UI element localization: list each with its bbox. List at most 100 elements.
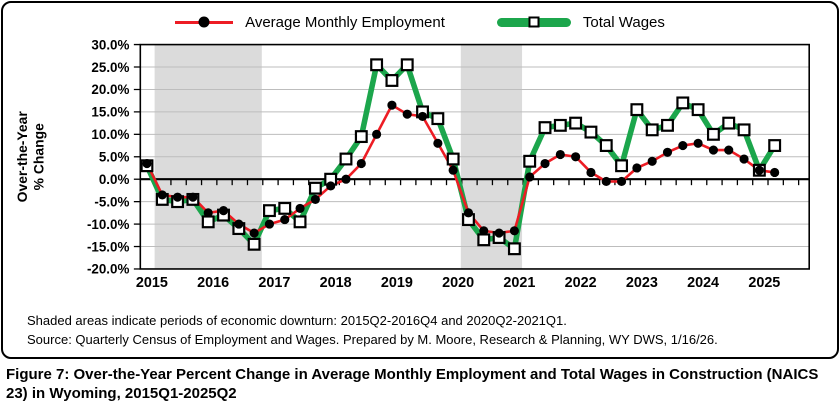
employment-marker	[249, 228, 259, 238]
employment-marker	[417, 111, 428, 121]
employment-marker	[218, 206, 229, 216]
chart-legend: Average Monthly Employment Total Wages	[3, 3, 837, 37]
wages-marker	[477, 233, 491, 247]
employment-marker	[739, 154, 749, 164]
employment-marker	[463, 208, 474, 218]
employment-marker	[280, 215, 290, 225]
x-year-label: 2018	[320, 275, 352, 291]
legend-item-wages: Total Wages	[496, 14, 665, 31]
wages-marker	[645, 123, 659, 137]
wages-marker	[691, 103, 705, 117]
employment-marker	[586, 167, 596, 178]
y-tick-label: 5.0%	[99, 150, 130, 165]
y-tick-label: 10.0%	[91, 127, 129, 142]
employment-marker	[310, 194, 320, 204]
wages-marker	[339, 152, 353, 166]
wages-marker	[293, 215, 307, 229]
employment-marker	[601, 176, 611, 187]
x-year-label: 2021	[503, 275, 535, 291]
y-tick-label: -20.0%	[87, 262, 130, 277]
wages-marker	[599, 139, 613, 153]
employment-marker	[295, 203, 305, 213]
x-year-label: 2022	[565, 275, 597, 291]
y-tick-label: 30.0%	[91, 37, 129, 52]
wages-marker	[630, 103, 644, 117]
employment-marker	[173, 192, 183, 202]
employment-marker	[617, 176, 627, 187]
x-year-label: 2016	[197, 275, 229, 291]
wages-marker	[201, 215, 215, 229]
y-tick-label: 20.0%	[91, 82, 129, 97]
employment-marker	[693, 138, 703, 148]
employment-marker	[571, 152, 581, 162]
y-tick-label: 0.0%	[99, 172, 130, 187]
note-shaded-areas: Shaded areas indicate periods of economi…	[27, 313, 567, 328]
employment-marker	[494, 228, 504, 238]
legend-wages-line-swatch	[496, 16, 571, 28]
y-axis-title: Over-the-Year	[14, 111, 30, 203]
employment-marker	[326, 181, 336, 191]
employment-marker	[356, 158, 366, 169]
employment-marker	[724, 145, 734, 155]
y-tick-label: 25.0%	[91, 60, 129, 75]
wages-marker	[262, 204, 276, 218]
x-year-label: 2025	[748, 275, 780, 291]
legend-item-employment: Average Monthly Employment	[175, 14, 445, 31]
y-tick-label: -5.0%	[94, 194, 129, 209]
employment-marker	[708, 145, 718, 155]
wages-marker	[553, 118, 567, 132]
employment-marker	[157, 190, 167, 200]
y-tick-label: -15.0%	[87, 239, 130, 254]
wages-marker	[615, 159, 629, 173]
wages-marker	[523, 154, 537, 168]
employment-marker	[387, 100, 397, 110]
wages-marker	[370, 58, 384, 72]
figure-frame: Average Monthly Employment Total Wages 3…	[1, 1, 839, 359]
employment-marker	[678, 140, 688, 151]
employment-marker	[647, 156, 657, 166]
wages-marker	[706, 127, 720, 141]
employment-marker	[372, 129, 382, 139]
wages-marker	[538, 121, 552, 135]
employment-marker	[540, 158, 550, 169]
x-year-label: 2020	[442, 275, 474, 291]
y-tick-label: -10.0%	[87, 217, 130, 232]
employment-marker	[555, 149, 565, 160]
wages-marker	[446, 152, 460, 166]
chart-plot-area: 30.0% 25.0% 20.0% 15.0% 10.0% 5.0% 0.0% -5.0% -1…	[14, 37, 810, 291]
x-year-label: 2023	[626, 275, 658, 291]
x-year-label: 2024	[687, 275, 719, 291]
x-year-label: 2015	[136, 275, 168, 291]
employment-marker	[264, 219, 275, 229]
wages-marker	[569, 116, 583, 130]
employment-marker	[188, 192, 198, 202]
wages-marker	[676, 96, 690, 110]
employment-marker	[234, 219, 244, 229]
wages-marker	[385, 74, 399, 87]
y-axis-title: % Change	[31, 123, 47, 190]
legend-employment-line-swatch	[175, 16, 234, 28]
figure-caption: Figure 7: Over-the-Year Percent Change i…	[6, 366, 819, 403]
employment-marker	[448, 165, 458, 175]
employment-marker	[479, 226, 489, 236]
wages-marker	[722, 116, 736, 130]
employment-marker	[433, 138, 443, 148]
wages-marker	[507, 242, 521, 256]
notes: Shaded areas indicate periods of economi…	[3, 302, 837, 350]
x-year-label: 2017	[258, 275, 290, 291]
employment-marker	[754, 165, 764, 175]
employment-marker	[770, 167, 780, 178]
legend-employment-label: Average Monthly Employment	[245, 13, 445, 31]
employment-marker	[525, 172, 535, 182]
wages-marker	[278, 201, 292, 215]
employment-marker	[341, 174, 351, 184]
employment-marker	[509, 226, 519, 236]
employment-marker	[142, 158, 152, 169]
wages-marker	[584, 125, 598, 139]
wages-marker	[737, 123, 751, 137]
wages-marker	[354, 130, 368, 144]
wages-marker	[308, 181, 322, 195]
circle-marker-icon	[198, 16, 210, 28]
employment-marker	[662, 147, 673, 157]
wages-marker	[431, 112, 445, 126]
